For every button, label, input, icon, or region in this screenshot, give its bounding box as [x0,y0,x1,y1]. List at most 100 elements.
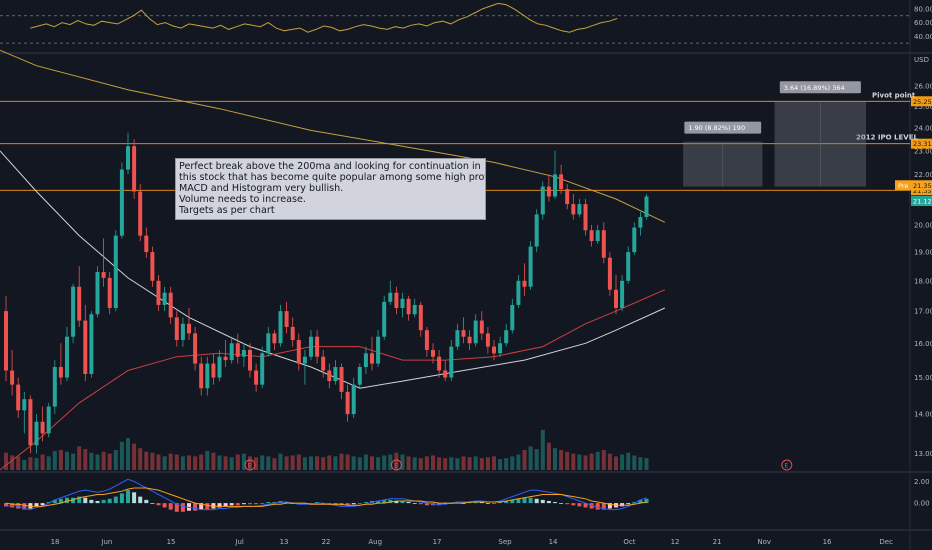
candle-body [187,323,191,334]
candle [321,349,326,378]
candle-body [138,191,143,236]
candle-body [235,343,240,357]
volume-bar [601,450,606,470]
candle-body [126,146,130,170]
macd-histogram-bar [138,496,143,504]
macd-histogram-bar [107,498,112,504]
candle [309,330,313,361]
candle [10,349,15,396]
volume-bar [290,455,295,470]
event-marker: E [390,459,402,471]
price-tick-label: 17.00 [914,308,932,316]
volume-bar [333,456,338,470]
candle [150,246,155,287]
macd-histogram-bar [180,503,185,512]
annotation-line: Volume needs to increase. [179,194,306,205]
annotation-line: MACD and Histogram very bullish. [179,183,344,194]
candle-body [101,272,106,278]
candle-body [174,317,179,340]
rsi-tick-label: 40.00 [914,33,932,41]
price-tick-label: 13.00 [914,450,932,458]
candle-body [296,339,301,364]
volume-bar [223,456,228,470]
candle [296,333,301,371]
volume-bar [77,446,82,470]
candle-body [180,323,185,340]
currency-label: USD [914,56,929,64]
candle-body [89,314,94,374]
x-tick-label: Aug [368,538,382,546]
candle-body [565,189,570,205]
candle-body [144,235,149,253]
volume-bar [52,450,57,470]
candle-body [607,257,612,290]
pre-price-value: 21.35 [913,182,932,190]
candle-body [467,336,472,344]
candle-body [583,204,588,231]
candle [571,194,576,220]
level-label: Pivot point [872,91,916,99]
macd-histogram-bar [626,503,631,505]
macd-histogram-bar [559,503,564,504]
event-marker-circle [390,459,402,471]
candle-body [388,292,393,302]
candle-body [363,353,368,368]
chart-annotation-box[interactable]: Perfect break above the 200ma and lookin… [175,158,486,220]
macd-histogram-bar [363,502,368,504]
candle-body [345,391,350,415]
candle [71,283,76,344]
candle-body [16,384,21,411]
candle [400,292,405,318]
volume-bar [65,451,69,470]
candle [272,330,277,350]
annotation-line: Perfect break above the 200ma and lookin… [179,161,481,172]
volume-bar [205,450,210,470]
candle-body [418,304,423,331]
candle-body [10,370,15,385]
candle-body [577,204,582,215]
candle-body [156,280,161,305]
macd-histogram-bar [34,503,39,507]
price-tick-label: 16.00 [914,340,932,348]
candle [589,224,594,247]
volume-bar [614,456,618,470]
candle [424,326,429,357]
macd-histogram-bar [272,502,277,504]
macd-histogram-bar [28,503,33,509]
volume-bar [357,457,362,470]
macd-histogram-bar [132,492,137,504]
candle-body [40,421,45,434]
candle-body [333,367,338,382]
volume-bar [595,451,600,470]
price-axis-label: Pre [898,182,908,190]
macd-histogram-bar [229,503,234,506]
volume-bar [559,450,564,470]
volume-bar [28,457,33,470]
candle-body [546,186,551,197]
volume-bar [577,454,582,470]
candle [46,402,51,438]
candle [620,274,625,312]
candle-body [595,230,600,242]
price-tick-label: 14.00 [914,411,932,419]
candle-body [461,330,466,337]
candle [333,360,338,385]
candle [510,298,515,334]
x-tick-label: 16 [823,538,832,546]
price-tick-label: 20.00 [914,221,932,229]
macd-histogram-bar [284,502,289,504]
candle [583,199,588,236]
macd-histogram-bar [565,503,570,505]
price-tick-label: 18.00 [914,277,932,285]
candle [95,266,100,318]
macd-histogram-bar [4,503,8,507]
target-label: 1.90 (8.82%) 190 [688,124,745,132]
candle-body [223,356,228,361]
candle [522,263,527,296]
volume-bar [363,454,368,470]
macd-histogram-bar [345,503,350,506]
volume-bar [272,458,277,470]
candle [28,395,33,454]
